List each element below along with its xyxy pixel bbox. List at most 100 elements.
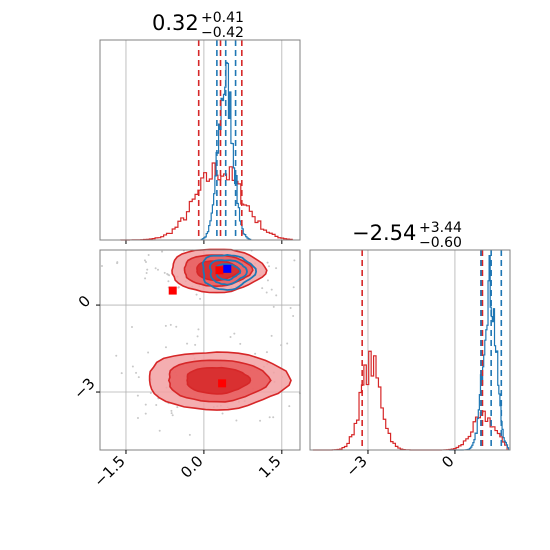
scatter-point bbox=[288, 405, 291, 408]
scatter-point bbox=[268, 416, 271, 419]
scatter-point bbox=[197, 328, 200, 331]
scatter-point bbox=[265, 351, 268, 354]
scatter-point bbox=[293, 259, 296, 262]
scatter-point bbox=[143, 259, 146, 262]
x-tick-label: 0 bbox=[438, 452, 457, 471]
scatter-point bbox=[100, 265, 103, 268]
scatter-point bbox=[280, 344, 283, 347]
panel-title-plus: +3.44 bbox=[419, 220, 462, 236]
scatter-point bbox=[270, 288, 273, 291]
scatter-point bbox=[136, 417, 139, 420]
scatter-point bbox=[272, 416, 275, 419]
red-histogram bbox=[120, 162, 293, 241]
scatter-point bbox=[188, 433, 191, 436]
scatter-point bbox=[176, 406, 179, 409]
panel-title-median: 0.32 bbox=[152, 11, 199, 35]
scatter-point bbox=[292, 315, 295, 318]
panel-frame bbox=[99, 39, 301, 241]
panel-title-minus: −0.60 bbox=[419, 235, 462, 251]
scatter-point bbox=[235, 419, 238, 422]
scatter-point bbox=[130, 326, 133, 329]
scatter-point bbox=[167, 280, 170, 283]
scatter-point bbox=[194, 343, 197, 346]
panel-frame bbox=[99, 249, 301, 451]
scatter-point bbox=[266, 279, 269, 282]
scatter-point bbox=[239, 342, 242, 345]
scatter-point bbox=[147, 351, 150, 354]
red-marker bbox=[168, 286, 177, 295]
scatter-point bbox=[199, 297, 202, 300]
scatter-point bbox=[144, 412, 147, 415]
scatter-point bbox=[154, 267, 157, 270]
scatter-point bbox=[145, 272, 148, 275]
scatter-point bbox=[177, 286, 180, 289]
scatter-point bbox=[275, 294, 278, 297]
x-tick-label: −1.5 bbox=[90, 452, 128, 490]
scatter-point bbox=[259, 419, 262, 422]
scatter-point bbox=[275, 267, 278, 270]
scatter-point bbox=[161, 250, 164, 253]
scatter-point bbox=[155, 404, 158, 407]
scatter-point bbox=[147, 253, 150, 256]
scatter-point bbox=[229, 335, 232, 338]
blue-contour bbox=[201, 253, 258, 291]
scatter-point bbox=[196, 335, 199, 338]
scatter-point bbox=[171, 414, 174, 417]
blue-marker bbox=[223, 264, 232, 273]
scatter-point bbox=[115, 354, 118, 357]
scatter-point bbox=[221, 412, 224, 415]
scatter-point bbox=[168, 274, 171, 277]
scatter-point bbox=[164, 324, 167, 327]
scatter-point bbox=[158, 429, 161, 432]
scatter-point bbox=[135, 371, 138, 374]
y-tick-label: 0 bbox=[75, 292, 94, 311]
panel-frame bbox=[309, 249, 511, 451]
scatter-point bbox=[286, 342, 289, 345]
red-histogram bbox=[312, 350, 508, 451]
panel-title-plus: +0.41 bbox=[201, 10, 244, 26]
scatter-point bbox=[163, 271, 166, 274]
red-marker bbox=[215, 266, 224, 275]
x-tick-label: 0.0 bbox=[177, 452, 207, 482]
scatter-point bbox=[170, 412, 173, 415]
scatter-point bbox=[175, 325, 178, 328]
scatter-point bbox=[131, 365, 134, 368]
scatter-point bbox=[267, 265, 270, 268]
x-tick-label: −3 bbox=[342, 452, 370, 480]
scatter-point bbox=[272, 305, 275, 308]
panel-title-minus: −0.42 bbox=[201, 25, 244, 41]
scatter-point bbox=[136, 394, 139, 397]
scatter-point bbox=[144, 261, 147, 264]
scatter-point bbox=[292, 286, 295, 289]
x-tick-label: 1.5 bbox=[255, 452, 285, 482]
scatter-point bbox=[265, 291, 268, 294]
scatter-point bbox=[144, 403, 147, 406]
scatter-point bbox=[144, 277, 147, 280]
red-marker bbox=[218, 379, 227, 388]
scatter-point bbox=[289, 307, 292, 310]
scatter-point bbox=[137, 376, 140, 379]
scatter-point bbox=[164, 346, 167, 349]
scatter-point bbox=[254, 352, 257, 355]
scatter-point bbox=[266, 261, 269, 264]
scatter-point bbox=[149, 392, 152, 395]
scatter-point bbox=[120, 372, 123, 375]
scatter-point bbox=[186, 342, 189, 345]
scatter-point bbox=[233, 332, 236, 335]
scatter-point bbox=[170, 409, 173, 412]
scatter-point bbox=[116, 261, 119, 264]
scatter-point bbox=[195, 293, 198, 296]
scatter-point bbox=[156, 268, 159, 271]
marginal-histogram-param-2: −2.54 +3.44 −0.60 −3 0 bbox=[309, 220, 511, 480]
marginal-histogram-param-1: 0.32 +0.41 −0.42 bbox=[99, 10, 301, 244]
scatter-point bbox=[146, 268, 149, 271]
scatter-point bbox=[261, 287, 264, 290]
joint-scatter-panel: −1.5 0.0 1.5 0 −3 bbox=[70, 248, 301, 491]
panel-title-median: −2.54 bbox=[352, 221, 416, 245]
y-tick-label: −3 bbox=[70, 374, 98, 402]
blue-histogram bbox=[449, 254, 510, 451]
scatter-point bbox=[270, 334, 273, 337]
blue-contour bbox=[208, 259, 248, 286]
scatter-point bbox=[169, 323, 172, 326]
